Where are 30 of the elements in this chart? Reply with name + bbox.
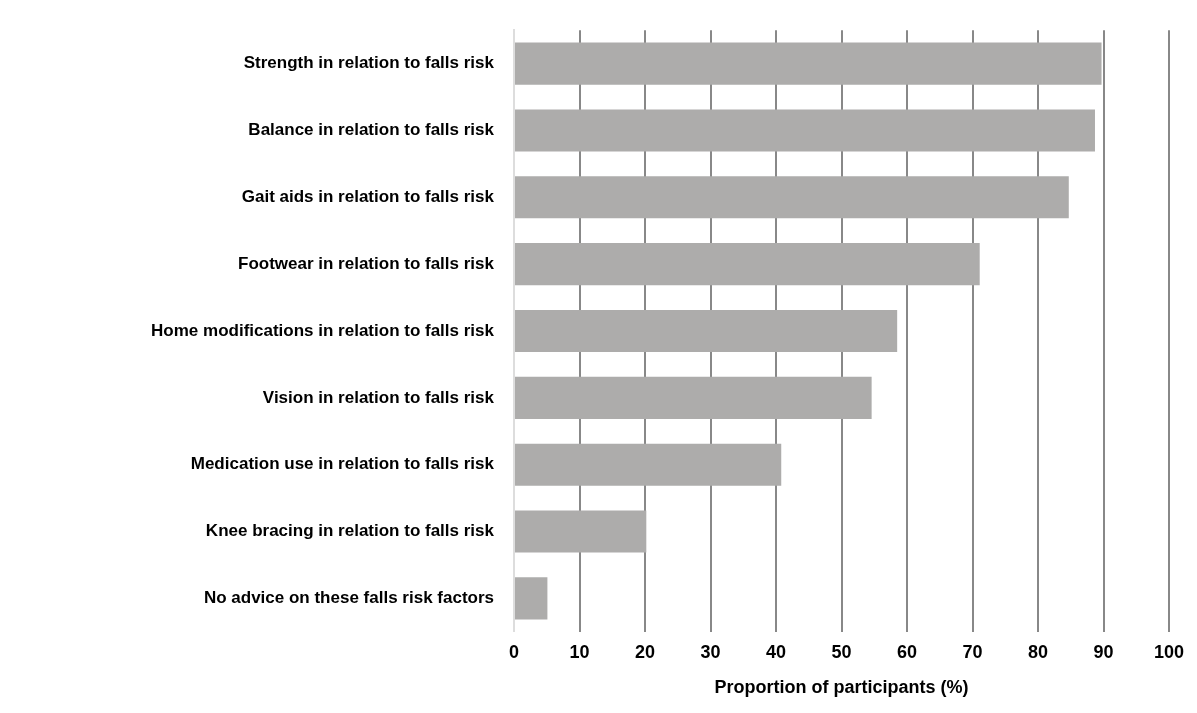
x-tick-label: 100 bbox=[1153, 641, 1185, 662]
x-tick-label: 0 bbox=[508, 641, 520, 662]
y-tick-label: Home modifications in relation to falls risk bbox=[151, 320, 495, 340]
y-tick-label: Vision in relation to falls risk bbox=[262, 387, 495, 407]
x-tick-label: 90 bbox=[1093, 641, 1114, 662]
x-tick-label: 70 bbox=[962, 641, 983, 662]
x-tick-label: 60 bbox=[896, 641, 918, 662]
bar bbox=[515, 443, 782, 486]
x-tick-label: 20 bbox=[634, 641, 656, 662]
bar bbox=[515, 510, 647, 553]
y-tick-label: Knee bracing in relation to falls risk bbox=[205, 521, 495, 541]
bar bbox=[515, 109, 1095, 152]
y-tick-label: Balance in relation to falls risk bbox=[248, 120, 495, 140]
bar bbox=[515, 376, 872, 419]
x-tick-label: 80 bbox=[1027, 641, 1049, 662]
bar bbox=[515, 577, 548, 620]
x-tick-label: 10 bbox=[569, 641, 590, 662]
y-tick-label: Strength in relation to falls risk bbox=[243, 53, 495, 73]
x-tick-label: 40 bbox=[765, 641, 787, 662]
x-axis-title: Proportion of participants (%) bbox=[714, 677, 969, 698]
bar bbox=[515, 309, 898, 353]
y-tick-label: Medication use in relation to falls risk bbox=[190, 454, 495, 474]
bar bbox=[515, 243, 980, 286]
y-tick-label: No advice on these falls risk factors bbox=[203, 588, 494, 608]
bar bbox=[515, 42, 1102, 85]
x-tick-label: 30 bbox=[700, 641, 721, 662]
x-tick-label: 50 bbox=[831, 641, 852, 662]
y-tick-label: Footwear in relation to falls risk bbox=[238, 253, 495, 273]
bar bbox=[515, 176, 1069, 219]
y-tick-label: Gait aids in relation to falls risk bbox=[241, 187, 495, 206]
